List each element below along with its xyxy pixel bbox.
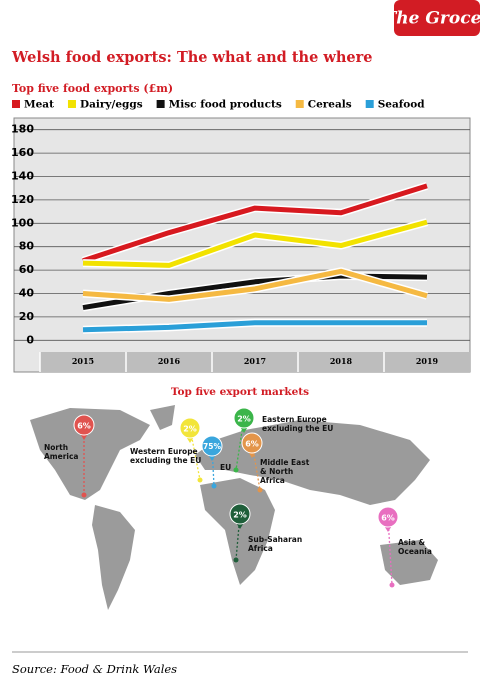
north-america [30, 408, 150, 500]
market-label: Western Europe [130, 447, 198, 456]
y-tick-label: 40 [19, 287, 35, 300]
marker-dot [197, 477, 203, 483]
y-tick-label: 160 [11, 146, 34, 159]
market-label: Asia & [398, 538, 426, 547]
marker [201, 435, 223, 457]
marker [233, 407, 255, 429]
marker-share: 75% [203, 442, 221, 451]
marker-dot [81, 492, 87, 498]
market-label: Oceania [398, 547, 432, 556]
x-tick-label: 2015 [72, 356, 94, 366]
y-tick-label: 20 [19, 310, 35, 323]
market-label: America [44, 452, 78, 461]
market-label: Middle East [260, 458, 310, 467]
marker-path [387, 516, 393, 586]
greenland [150, 405, 175, 430]
y-tick-label: 180 [11, 123, 34, 136]
market-label: excluding the EU [130, 456, 201, 465]
legend-swatch [67, 100, 76, 108]
y-tick-label: 120 [11, 193, 34, 206]
marker [73, 414, 95, 436]
marker-share: 2% [237, 415, 251, 424]
x-tick-label: 2017 [244, 356, 266, 366]
y-tick-label: 60 [19, 263, 35, 276]
x-tick-label: 2018 [330, 356, 353, 366]
legend-label: Cereals [308, 99, 352, 111]
marker [241, 432, 263, 454]
legend-swatch [156, 100, 165, 108]
marker-share: 6% [381, 514, 395, 523]
marker-share: 2% [233, 511, 247, 520]
south-america [92, 505, 135, 610]
legend-label: Seafood [378, 99, 426, 111]
legend-swatch [295, 100, 304, 108]
map-title: Top five export markets [171, 386, 309, 398]
plot-area [13, 117, 471, 373]
marker [229, 503, 251, 525]
legend-label: Meat [24, 99, 54, 111]
source: Source: Food & Drink Wales [12, 662, 177, 676]
market-label: excluding the EU [262, 424, 333, 433]
market-label: EU [220, 463, 231, 472]
y-tick-label: 100 [11, 216, 34, 229]
x-band [40, 352, 470, 372]
market-label: Africa [248, 544, 273, 553]
africa [200, 478, 275, 585]
marker-dot [257, 487, 263, 493]
y-tick-label: 140 [11, 170, 34, 183]
y-tick-label: 0 [26, 333, 34, 346]
legend-swatch [365, 100, 374, 108]
y-tick-label: 80 [19, 240, 35, 253]
marker-share: 2% [183, 425, 197, 434]
marker-dot [389, 582, 395, 588]
australia [380, 540, 438, 585]
legend-label: Misc food products [169, 99, 282, 111]
chart-title: Top five food exports (£m) [12, 82, 173, 95]
market-label: Eastern Europe [262, 415, 327, 424]
marker-dot [233, 557, 239, 563]
series-line [82, 320, 427, 333]
series-line [82, 219, 428, 268]
market-label: North [44, 443, 68, 452]
marker-path [211, 445, 215, 487]
x-tick-label: 2016 [158, 356, 181, 366]
marker [179, 417, 201, 439]
legend-label: Dairy/eggs [80, 99, 143, 111]
marker [377, 506, 399, 528]
legend-swatch [12, 100, 20, 108]
marker-share: 6% [77, 422, 91, 431]
marker-dot [211, 483, 217, 489]
market-label: Africa [260, 476, 285, 485]
x-tick-label: 2019 [416, 356, 439, 366]
market-label: Sub-Saharan [248, 535, 302, 544]
brand-badge [394, 0, 480, 36]
market-label: & North [260, 467, 293, 476]
series-line [82, 268, 428, 302]
series-line [82, 183, 428, 264]
title: Welsh food exports: The what and the whe… [11, 49, 372, 66]
marker-dot [233, 467, 239, 473]
brand: The Grocer [384, 9, 480, 29]
marker-share: 6% [245, 440, 259, 449]
